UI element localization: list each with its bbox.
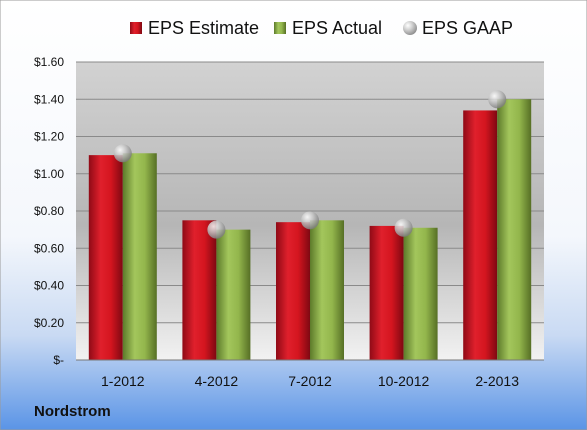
y-tick-label: $0.60: [34, 241, 64, 255]
legend-eps-actual: EPS Actual: [274, 18, 382, 38]
legend-eps-gaap: EPS GAAP: [403, 18, 513, 38]
y-tick-label: $1.60: [34, 55, 64, 69]
marker-eps-gaap: [207, 220, 226, 239]
y-tick-label: $1.40: [34, 92, 64, 106]
legend-label: EPS GAAP: [422, 18, 513, 38]
bar-eps-estimate: [182, 220, 217, 360]
x-category-label: 7-2012: [288, 373, 332, 389]
bars: [88, 99, 532, 360]
bar-eps-actual: [403, 227, 438, 360]
x-category-label: 10-2012: [378, 373, 430, 389]
company-label: Nordstrom: [34, 403, 111, 420]
legend-swatch: [130, 22, 142, 34]
bar-eps-actual: [310, 220, 344, 360]
legend-swatch: [274, 22, 286, 34]
marker-eps-gaap: [488, 90, 507, 109]
bar-eps-estimate: [276, 222, 310, 360]
marker-eps-gaap: [301, 211, 319, 230]
legend-eps-estimate: EPS Estimate: [130, 18, 259, 38]
marker-eps-gaap: [113, 144, 132, 163]
bar-eps-actual: [216, 229, 251, 360]
y-tick-label: $1.20: [34, 130, 64, 144]
x-category-label: 1-2012: [101, 373, 145, 389]
bar-eps-estimate: [88, 155, 123, 360]
y-tick-label: $0.80: [34, 204, 64, 218]
gaap-markers: [113, 90, 507, 239]
y-tick-label: $1.00: [34, 167, 64, 181]
marker-eps-gaap: [394, 218, 413, 237]
legend-swatch: [403, 21, 417, 35]
bar-eps-estimate: [463, 110, 498, 360]
x-axis: 1-2012 4-2012 7-2012 10-2012 2-2013: [101, 373, 519, 389]
bar-eps-actual: [497, 99, 532, 360]
y-tick-label: $0.20: [34, 316, 64, 330]
bar-eps-estimate: [369, 225, 404, 360]
y-tick-label: $0.40: [34, 279, 64, 293]
x-category-label: 2-2013: [475, 373, 519, 389]
bar-eps-actual: [122, 153, 157, 360]
y-axis: $- $0.20 $0.40 $0.60 $0.80 $1.00 $1.20 $1.40 $1.…: [34, 55, 544, 367]
x-category-label: 4-2012: [195, 373, 239, 389]
legend-label: EPS Actual: [292, 18, 382, 38]
legend-label: EPS Estimate: [148, 18, 259, 38]
legend: EPS Estimate EPS Actual EPS GAAP: [130, 18, 513, 38]
y-tick-label: $-: [53, 353, 64, 367]
